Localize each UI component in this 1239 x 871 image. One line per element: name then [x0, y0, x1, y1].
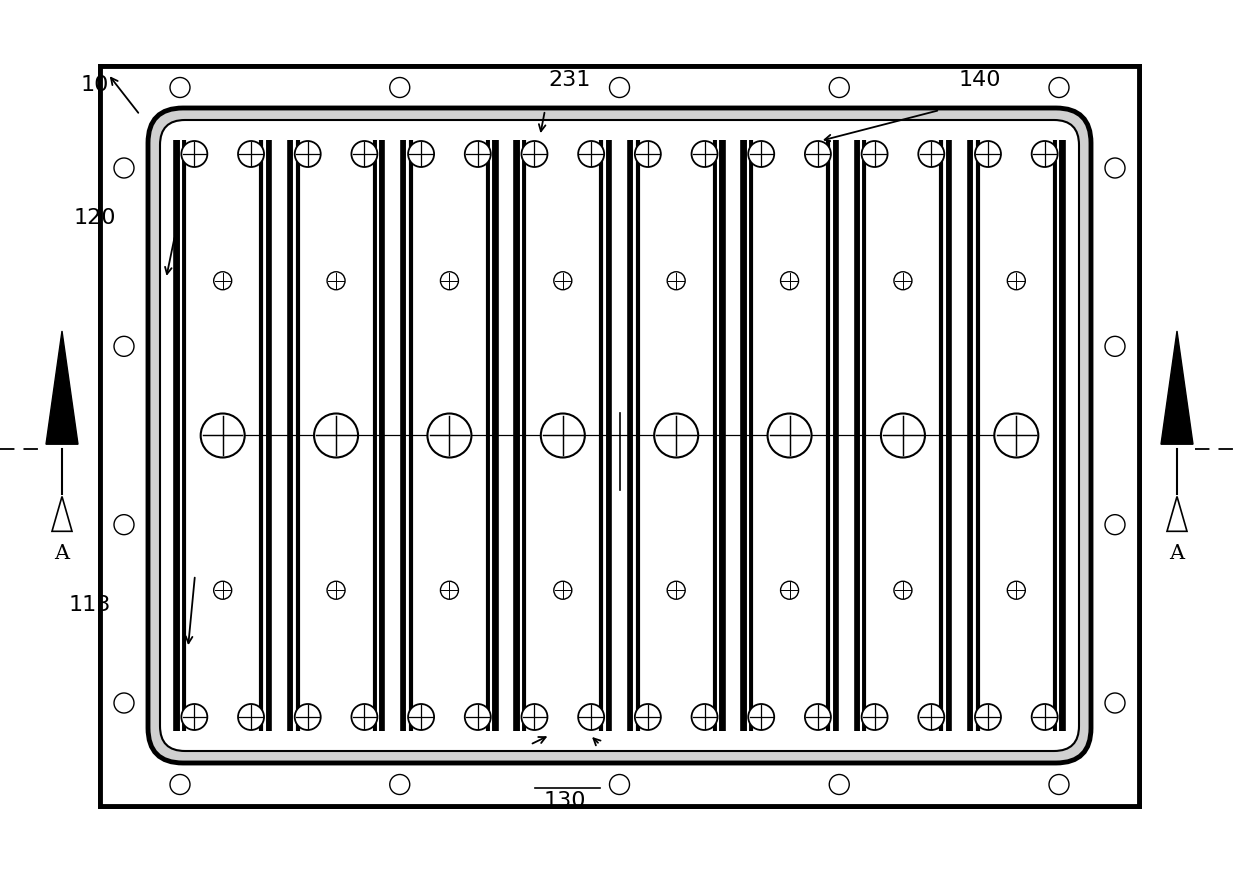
Circle shape	[667, 581, 685, 599]
Circle shape	[667, 272, 685, 290]
Circle shape	[893, 581, 912, 599]
Circle shape	[408, 141, 434, 167]
Circle shape	[238, 704, 264, 730]
Circle shape	[975, 141, 1001, 167]
Text: 231: 231	[549, 70, 591, 90]
Circle shape	[440, 272, 458, 290]
Circle shape	[408, 704, 434, 730]
Circle shape	[881, 414, 926, 457]
Circle shape	[427, 414, 471, 457]
Text: 10: 10	[81, 75, 109, 95]
Circle shape	[691, 141, 717, 167]
Circle shape	[295, 141, 321, 167]
Circle shape	[691, 704, 717, 730]
Circle shape	[579, 141, 605, 167]
Polygon shape	[1161, 331, 1193, 444]
Circle shape	[654, 414, 699, 457]
Circle shape	[327, 272, 346, 290]
Circle shape	[295, 704, 321, 730]
Circle shape	[327, 581, 346, 599]
Circle shape	[805, 704, 831, 730]
Circle shape	[440, 581, 458, 599]
Text: A: A	[1170, 544, 1184, 563]
Circle shape	[522, 704, 548, 730]
FancyBboxPatch shape	[160, 120, 1079, 751]
Text: A: A	[55, 544, 69, 563]
Circle shape	[861, 704, 887, 730]
Circle shape	[213, 272, 232, 290]
Bar	[100, 66, 1139, 806]
Circle shape	[1032, 141, 1058, 167]
Circle shape	[1007, 581, 1026, 599]
Circle shape	[805, 141, 831, 167]
Circle shape	[201, 414, 244, 457]
Circle shape	[579, 704, 605, 730]
Circle shape	[554, 272, 572, 290]
Text: 140: 140	[959, 70, 1001, 90]
Circle shape	[1032, 704, 1058, 730]
Circle shape	[634, 141, 660, 167]
Circle shape	[781, 272, 799, 290]
Circle shape	[238, 141, 264, 167]
Text: 113: 113	[69, 596, 112, 615]
Circle shape	[465, 704, 491, 730]
Circle shape	[540, 414, 585, 457]
Circle shape	[181, 704, 207, 730]
Circle shape	[465, 141, 491, 167]
Circle shape	[918, 704, 944, 730]
Circle shape	[213, 581, 232, 599]
Circle shape	[768, 414, 812, 457]
Bar	[100, 66, 1139, 806]
Polygon shape	[46, 331, 78, 444]
Circle shape	[995, 414, 1038, 457]
Circle shape	[893, 272, 912, 290]
Circle shape	[748, 704, 774, 730]
Circle shape	[748, 141, 774, 167]
Circle shape	[352, 141, 378, 167]
Circle shape	[522, 141, 548, 167]
Circle shape	[918, 141, 944, 167]
Circle shape	[781, 581, 799, 599]
Circle shape	[861, 141, 887, 167]
FancyBboxPatch shape	[147, 108, 1092, 763]
Circle shape	[554, 581, 572, 599]
Circle shape	[313, 414, 358, 457]
Circle shape	[352, 704, 378, 730]
Circle shape	[181, 141, 207, 167]
Circle shape	[634, 704, 660, 730]
Circle shape	[1007, 272, 1026, 290]
Circle shape	[975, 704, 1001, 730]
Text: 130: 130	[544, 792, 586, 811]
Text: 120: 120	[74, 208, 116, 227]
